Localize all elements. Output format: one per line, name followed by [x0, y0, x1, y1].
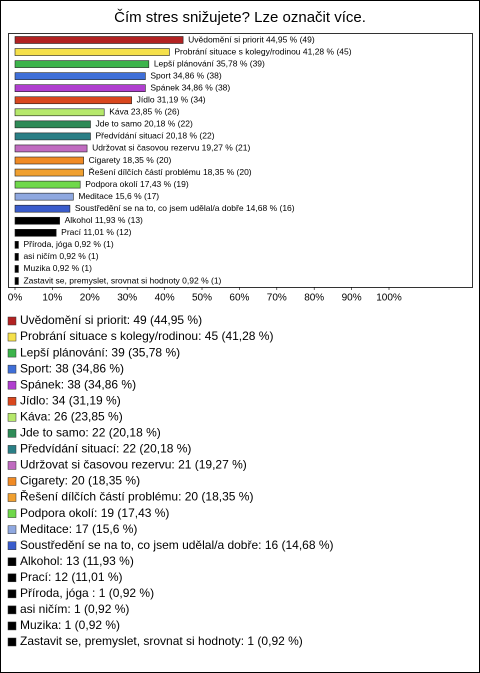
x-tick-label: 0%: [8, 293, 23, 304]
bar-label: Příroda, jóga 0,92 % (1): [23, 239, 113, 249]
bar: [14, 241, 19, 249]
bar-label: Spánek 34,86 % (38): [150, 82, 230, 92]
legend-swatch: [7, 364, 17, 374]
bar: [14, 144, 88, 153]
legend-swatch: [7, 397, 17, 406]
bar: [14, 108, 105, 117]
bar: [14, 192, 74, 201]
x-tick-label: 70%: [267, 293, 287, 304]
bar: [14, 72, 146, 80]
bar-label: Sport 34,86 % (38): [150, 70, 222, 80]
bar-label: Jídlo 31,19 % (34): [137, 95, 206, 105]
bar-label: Řešení dílčích částí problému 18,35 % (2…: [89, 167, 252, 177]
legend-swatch: [7, 429, 17, 438]
plot-frame: [8, 33, 473, 288]
bar: [14, 36, 184, 44]
bar-label: Prací 11,01 % (12): [61, 227, 131, 237]
bar-label: asi ničím 0,92 % (1): [23, 251, 98, 261]
legend-label: Příroda, jóga : 1 (0,92 %): [20, 586, 154, 600]
legend-swatch: [7, 605, 17, 615]
bar-label: Jde to samo 20,18 % (22): [95, 119, 193, 129]
x-tick-label: 10%: [42, 293, 62, 304]
legend-swatch: [7, 477, 17, 486]
legend-label: Soustředění se na to, co jsem udělal/a d…: [20, 538, 334, 552]
bar-label: Lepší plánování 35,78 % (39): [154, 58, 265, 68]
legend-label: Alkohol: 13 (11,93 %): [20, 554, 134, 568]
bar: [14, 229, 57, 237]
bar-label: Předvídání situací 20,18 % (22): [95, 131, 214, 141]
x-tick-label: 50%: [192, 293, 212, 304]
x-tick-label: 30%: [117, 293, 137, 304]
bar: [14, 156, 84, 165]
bar-label: Udržovat si časovou rezervu 19,27 % (21): [92, 143, 250, 153]
legend-swatch: [7, 332, 17, 342]
bar-label: Podpora okolí 17,43 % (19): [85, 179, 189, 189]
bar: [14, 84, 146, 92]
legend-label: Prací: 12 (11,01 %): [20, 570, 123, 584]
legend-label: Podpora okolí: 19 (17,43 %): [20, 506, 169, 520]
legend-swatch: [7, 557, 17, 566]
x-tick-label: 100%: [376, 293, 402, 304]
bar-label: Meditace 15,6 % (17): [78, 191, 159, 201]
legend-label: Zastavit se, premyslet, srovnat si hodno…: [20, 634, 303, 648]
legend-swatch: [7, 573, 17, 583]
x-tick-label: 90%: [342, 293, 362, 304]
legend-swatch: [7, 413, 17, 422]
legend-label: Muzika: 1 (0,92 %): [20, 618, 120, 632]
bar-label: Zastavit se, premyslet, srovnat si hodno…: [23, 275, 221, 285]
legend-swatch: [7, 589, 17, 599]
bar: [14, 60, 150, 68]
chart-title: Čím stres snižujete? Lze označit více.: [114, 9, 366, 26]
legend-label: Spánek: 38 (34,86 %): [20, 377, 136, 391]
legend-label: Sport: 38 (34,86 %): [20, 361, 124, 375]
bar: [14, 180, 81, 189]
legend-swatch: [7, 445, 17, 454]
legend-swatch: [7, 525, 17, 534]
legend-label: Lepší plánování: 39 (35,78 %): [20, 345, 180, 359]
bar-label: Soustředění se na to, co jsem udělal/a d…: [75, 203, 295, 213]
legend-swatch: [7, 493, 17, 502]
bar: [14, 48, 170, 56]
legend-swatch: [7, 380, 17, 390]
legend-label: Řešení dílčích částí problému: 20 (18,35…: [20, 489, 253, 504]
legend-label: Káva: 26 (23,85 %): [20, 409, 123, 423]
x-tick-label: 40%: [155, 293, 175, 304]
legend-label: Meditace: 17 (15,6 %): [20, 522, 137, 536]
bar: [14, 132, 91, 141]
legend-label: asi ničím: 1 (0,92 %): [20, 602, 129, 616]
legend-swatch: [7, 621, 17, 631]
legend-label: Uvědomění si priorit: 49 (44,95 %): [20, 313, 202, 327]
bar: [14, 253, 19, 261]
legend-swatch: [7, 637, 17, 647]
legend-swatch: [7, 541, 17, 550]
legend-swatch: [7, 348, 17, 358]
bar-label: Alkohol 11,93 % (13): [65, 215, 143, 225]
bar: [14, 168, 84, 177]
x-tick-label: 60%: [229, 293, 249, 304]
legend-label: Probrání situace s kolegy/rodinou: 45 (4…: [20, 329, 273, 343]
x-tick-label: 80%: [304, 293, 324, 304]
x-tick-label: 20%: [80, 293, 100, 304]
bar-label: Káva 23,85 % (26): [109, 107, 180, 117]
bar: [14, 265, 19, 273]
legend-label: Jde to samo: 22 (20,18 %): [20, 426, 161, 440]
bar-label: Cigarety 18,35 % (20): [89, 155, 172, 165]
legend-label: Předvídání situací: 22 (20,18 %): [20, 442, 191, 456]
legend-label: Cigarety: 20 (18,35 %): [20, 474, 140, 488]
bar-label: Uvědomění si priorit 44,95 % (49): [188, 34, 315, 44]
legend-swatch: [7, 461, 17, 470]
legend-label: Jídlo: 34 (31,19 %): [20, 393, 121, 407]
bar-label: Probrání situace s kolegy/rodinou 41,28 …: [174, 46, 351, 56]
bar: [14, 204, 71, 213]
bar-label: Muzika 0,92 % (1): [23, 263, 92, 273]
bar: [14, 96, 132, 105]
bar: [14, 277, 19, 285]
legend-label: Udržovat si časovou rezervu: 21 (19,27 %…: [20, 458, 247, 472]
bar: [14, 120, 91, 129]
legend-swatch: [7, 316, 17, 326]
legend-swatch: [7, 509, 17, 518]
bar: [14, 216, 60, 225]
